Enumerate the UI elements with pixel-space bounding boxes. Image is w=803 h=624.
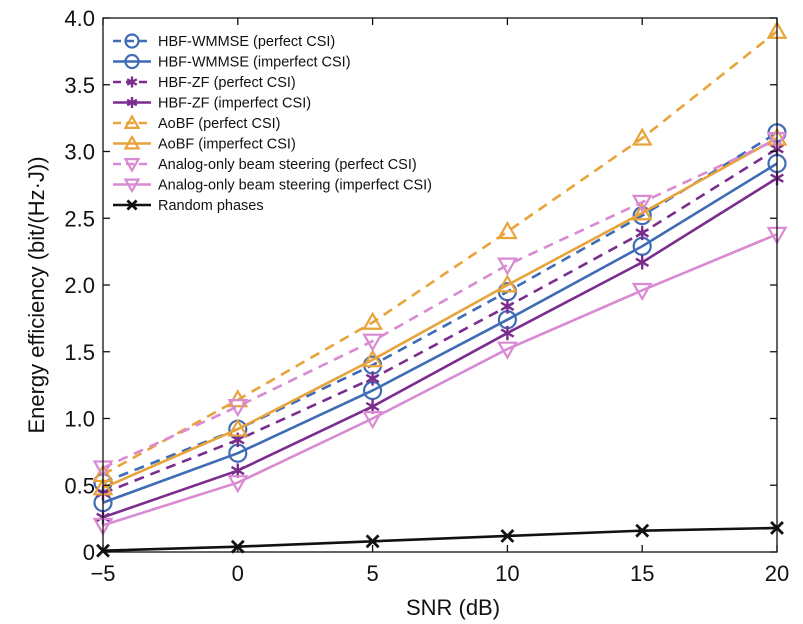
data-point	[365, 371, 380, 386]
series-line	[102, 526, 778, 552]
legend-label: AoBF (imperfect CSI)	[158, 137, 296, 153]
legend-label: HBF-WMMSE (perfect CSI)	[158, 34, 335, 50]
legend-item: HBF-WMMSE (perfect CSI)	[113, 33, 335, 50]
x-axis-label: SNR (dB)	[406, 595, 500, 620]
legend-label: Random phases	[158, 198, 264, 214]
data-point	[632, 205, 652, 226]
legend-marker	[126, 199, 138, 211]
legend-label: HBF-WMMSE (imperfect CSI)	[158, 55, 351, 71]
data-point	[631, 202, 653, 221]
data-point	[500, 325, 515, 341]
x-tick-label: 5	[366, 561, 378, 586]
series-6	[92, 127, 788, 496]
data-point	[497, 220, 518, 240]
series-line	[102, 162, 778, 504]
series-8	[92, 226, 788, 537]
data-point	[362, 333, 383, 352]
y-tick-label: 2.0	[64, 273, 95, 298]
legend-item: HBF-WMMSE (imperfect CSI)	[113, 53, 351, 71]
data-point	[631, 127, 653, 146]
series-line	[102, 147, 778, 495]
y-axis-label: Energy efficiency (bit/(Hz·J))	[24, 156, 49, 433]
legend-item: Analog-only beam steering (perfect CSI)	[113, 157, 417, 173]
x-tick-label: 15	[630, 561, 654, 586]
legend-item: HBF-ZF (perfect CSI)	[113, 75, 296, 91]
legend-marker	[123, 158, 141, 173]
legend-item: HBF-ZF (imperfect CSI)	[113, 96, 311, 112]
data-point	[227, 418, 249, 437]
data-point	[365, 534, 380, 549]
data-point	[497, 341, 518, 360]
legend-label: Analog-only beam steering (perfect CSI)	[158, 157, 417, 173]
legend-marker	[123, 114, 141, 129]
legend-label: Analog-only beam steering (imperfect CSI…	[158, 178, 432, 194]
data-point	[227, 399, 249, 418]
series-line	[102, 137, 778, 490]
legend-label: AoBF (perfect CSI)	[158, 116, 280, 132]
y-tick-label: 1.5	[64, 340, 95, 365]
x-tick-label: −5	[90, 561, 115, 586]
legend-item: AoBF (perfect CSI)	[113, 114, 280, 132]
data-point	[631, 194, 653, 213]
data-point	[497, 257, 518, 276]
data-point	[227, 389, 249, 408]
series-line	[102, 30, 778, 476]
data-point	[227, 475, 249, 494]
data-point	[631, 282, 653, 302]
data-point	[635, 225, 650, 241]
y-tick-label: 4.0	[64, 6, 95, 31]
data-point	[635, 523, 650, 538]
data-point	[362, 311, 383, 330]
x-tick-label: 20	[765, 561, 789, 586]
data-point	[500, 529, 515, 543]
legend-label: HBF-ZF (imperfect CSI)	[158, 96, 311, 112]
series-5	[92, 20, 788, 483]
legend: HBF-WMMSE (perfect CSI) HBF-WMMSE (imperf…	[113, 33, 432, 214]
data-point	[497, 274, 518, 293]
x-tick-labels: −5 0 5 10 15 20	[90, 561, 789, 586]
legend-marker	[123, 178, 141, 194]
legend-item: Random phases	[113, 198, 264, 214]
y-tick-label: 3.5	[64, 73, 95, 98]
x-tick-label: 0	[232, 561, 244, 586]
legend-label: HBF-ZF (perfect CSI)	[158, 75, 296, 91]
axes	[102, 17, 778, 553]
y-tick-label: 0.5	[64, 473, 95, 498]
data-point	[362, 349, 383, 368]
y-tick-label: 3.0	[64, 140, 95, 165]
series-line	[102, 177, 778, 519]
x-tick-label: 10	[495, 561, 519, 586]
data-point	[362, 411, 383, 430]
y-tick-label: 2.5	[64, 206, 95, 231]
legend-marker	[124, 33, 140, 49]
y-tick-labels: 0 0.5 1.0 1.5 2.0 2.5 3.0 3.5 4.0	[64, 6, 95, 565]
series-line	[102, 138, 778, 470]
legend-item: AoBF (imperfect CSI)	[113, 134, 296, 153]
y-tick-label: 1.0	[64, 407, 95, 432]
data-point	[635, 255, 650, 270]
series-line	[102, 233, 778, 527]
legend-marker	[126, 76, 138, 88]
data-point	[500, 299, 515, 314]
y-tick-label: 0	[83, 540, 95, 565]
legend-marker	[123, 134, 141, 150]
legend-item: Analog-only beam steering (imperfect CSI…	[113, 178, 432, 194]
legend-marker	[126, 96, 138, 109]
legend-marker	[124, 53, 140, 70]
